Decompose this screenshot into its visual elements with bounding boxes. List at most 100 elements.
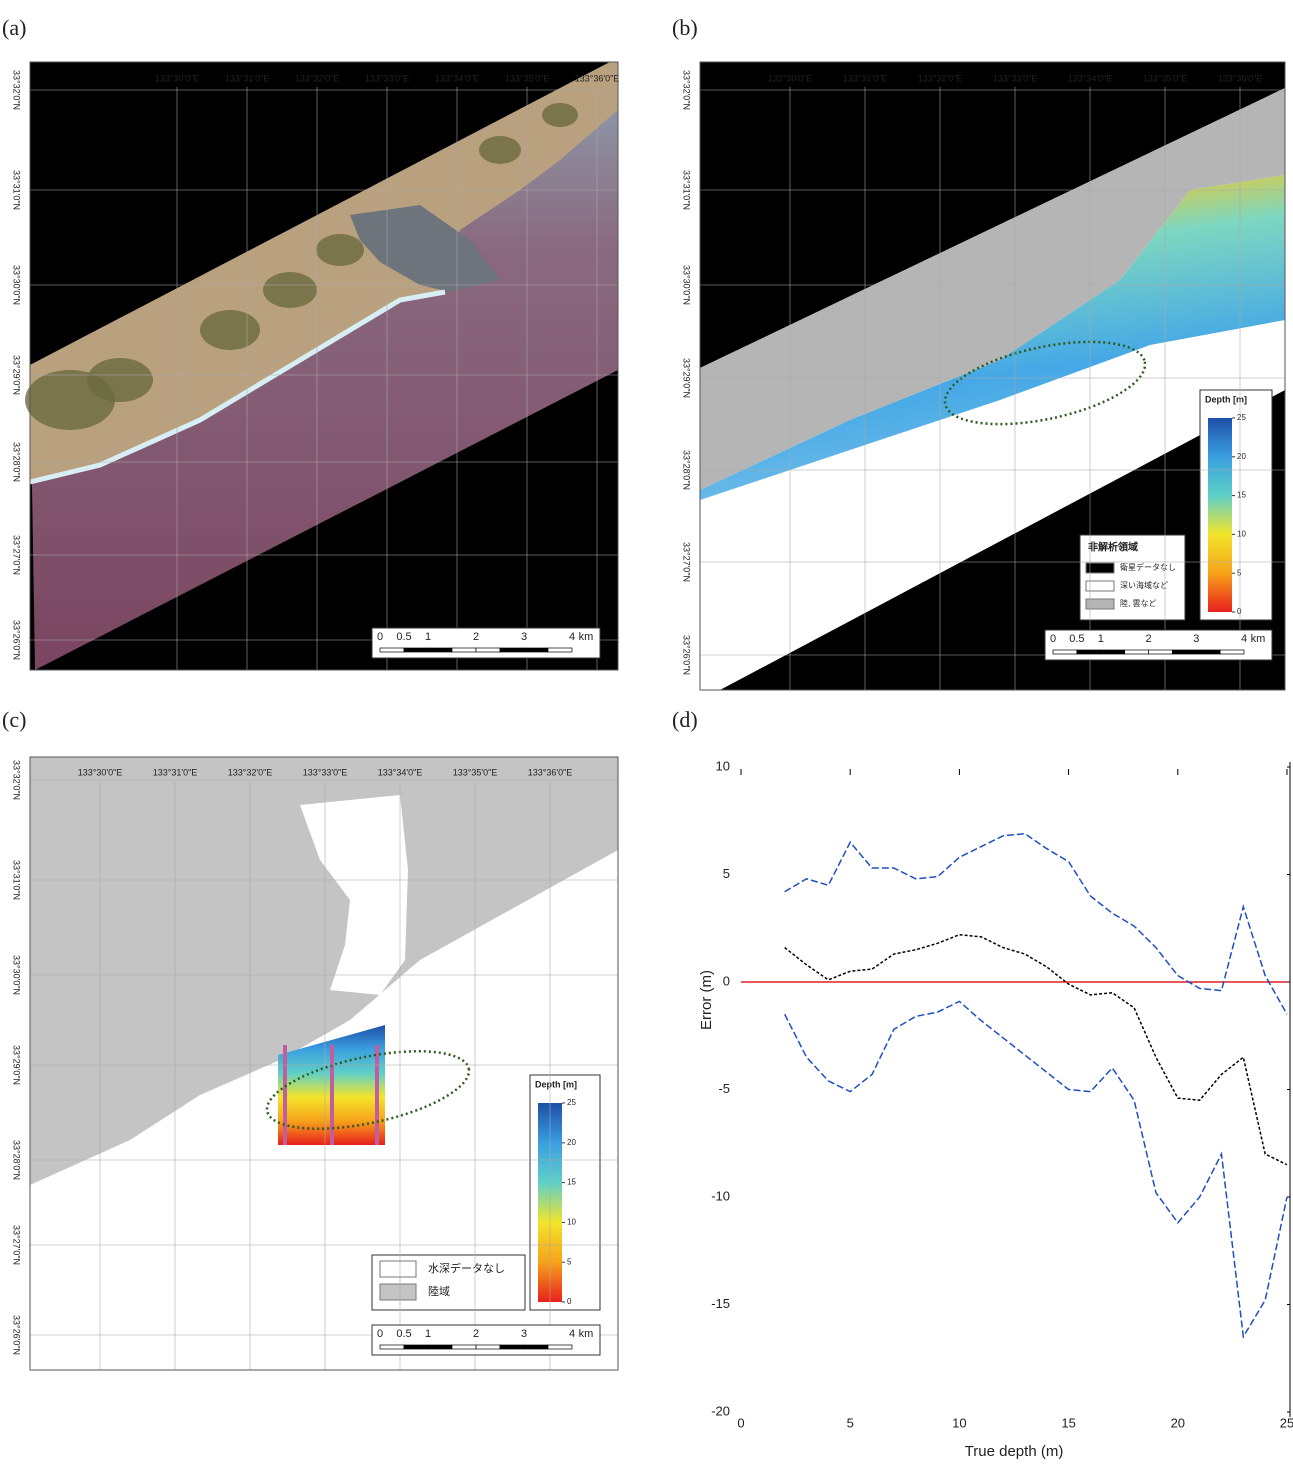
scale-bar-label: 3	[521, 631, 527, 643]
scale-bar-label: 1	[425, 1328, 431, 1340]
lat-label: 33°31'0"N	[12, 860, 22, 900]
scale-bar-segment	[476, 648, 500, 652]
lat-label: 33°27'0"N	[12, 535, 22, 575]
lat-label: 33°26'0"N	[682, 635, 692, 675]
lon-label: 133°36'0"E	[1218, 73, 1263, 83]
depth-tick-label: 15	[567, 1178, 576, 1187]
forest	[200, 310, 260, 350]
lon-label: 133°35'0"E	[1143, 73, 1188, 83]
depth-legend-title: Depth [m]	[1205, 394, 1247, 404]
scale-bar-label: 2	[473, 1328, 479, 1340]
lon-label: 133°31'0"E	[843, 73, 888, 83]
scale-bar-label: 3	[1193, 633, 1199, 645]
x-axis-title: True depth (m)	[965, 1443, 1064, 1460]
scale-bar-label: 0	[377, 631, 383, 643]
lon-label: 133°32'0"E	[228, 767, 273, 777]
x-tick-label: 25	[1280, 1415, 1293, 1430]
depth-tick-label: 20	[1237, 452, 1246, 461]
lon-label: 133°33'0"E	[365, 73, 410, 83]
scale-bar-segment	[524, 648, 548, 652]
panel-label: (d)	[672, 707, 698, 732]
scale-bar-segment	[500, 1345, 524, 1349]
y-tick-label: 5	[723, 866, 730, 881]
y-tick-label: -20	[711, 1403, 730, 1418]
scale-bar-label: km	[1251, 633, 1266, 645]
mask-legend-item: 衛星データなし	[1120, 562, 1176, 572]
x-tick-label: 10	[952, 1415, 966, 1430]
scale-bar-label: 4	[569, 1328, 575, 1340]
scale-bar-segment	[1053, 650, 1077, 654]
scale-bar-segment	[548, 648, 572, 652]
scale-bar-segment	[1196, 650, 1220, 654]
scale-bar-segment	[1149, 650, 1173, 654]
depth-tick-label: 0	[567, 1297, 572, 1306]
scale-bar-label: 1	[425, 631, 431, 643]
mask-legend-item: 陸, 雲など	[1120, 598, 1156, 608]
lon-label: 133°30'0"E	[768, 73, 813, 83]
scale-bar-segment	[1125, 650, 1149, 654]
lat-label: 33°31'0"N	[682, 170, 692, 210]
depth-legend-title: Depth [m]	[535, 1079, 577, 1089]
panel-label: (b)	[672, 15, 698, 40]
series-line	[785, 935, 1287, 1165]
x-tick-label: 20	[1171, 1415, 1185, 1430]
panel-label: (c)	[2, 707, 26, 732]
y-tick-label: -15	[711, 1296, 730, 1311]
scale-bar-segment	[428, 1345, 452, 1349]
lon-label: 133°34'0"E	[435, 73, 480, 83]
lat-label: 33°30'0"N	[682, 265, 692, 305]
y-tick-label: -10	[711, 1188, 730, 1203]
lon-label: 133°34'0"E	[1068, 73, 1113, 83]
lon-label: 133°32'0"E	[295, 73, 340, 83]
lon-label: 133°32'0"E	[918, 73, 963, 83]
mask-legend-item: 深い海域など	[1120, 580, 1168, 590]
scale-bar-segment	[500, 648, 524, 652]
lat-label: 33°29'0"N	[12, 355, 22, 395]
lon-label: 133°31'0"E	[225, 73, 270, 83]
scale-bar-label: 3	[521, 1328, 527, 1340]
scale-bar-segment	[548, 1345, 572, 1349]
mask-legend-title: 非解析領域	[1088, 541, 1138, 554]
depth-tick-label: 25	[567, 1098, 576, 1107]
y-tick-label: -5	[718, 1081, 730, 1096]
lon-label: 133°35'0"E	[453, 767, 498, 777]
scale-bar-label: 0	[1050, 633, 1056, 645]
lat-label: 33°26'0"N	[12, 1315, 22, 1355]
scale-bar-segment	[476, 1345, 500, 1349]
legend-item: 水深データなし	[428, 1261, 505, 1275]
lat-label: 33°28'0"N	[12, 1140, 22, 1180]
scale-bar-label: 0	[377, 1328, 383, 1340]
depth-tick-label: 0	[1237, 607, 1242, 616]
lat-label: 33°29'0"N	[682, 358, 692, 398]
scale-bar-label: 0.5	[396, 631, 411, 643]
scale-bar-label: 2	[473, 631, 479, 643]
figure: (a) 133°30'0"E 133°31'0"E 133°32'0"E 133°33'…	[0, 0, 1293, 1472]
lon-label: 133°33'0"E	[993, 73, 1038, 83]
lat-label: 33°29'0"N	[12, 1045, 22, 1085]
legend-swatch	[380, 1284, 416, 1300]
forest	[479, 136, 521, 164]
series-line	[785, 834, 1287, 1015]
lat-label: 33°31'0"N	[12, 170, 22, 210]
forest	[316, 234, 364, 266]
lon-label: 133°31'0"E	[153, 767, 198, 777]
y-tick-label: 10	[716, 758, 730, 773]
depth-tick-label: 15	[1237, 491, 1246, 500]
forest	[87, 358, 153, 402]
scale-bar-label: 4	[569, 631, 575, 643]
scale-bar-segment	[404, 648, 428, 652]
depth-tick-label: 20	[567, 1138, 576, 1147]
lat-label: 33°30'0"N	[12, 955, 22, 995]
page: {"maps": [ {"label": "(a)", "lon_labels"…	[0, 0, 1293, 1472]
scale-bar-segment	[404, 1345, 428, 1349]
lon-label: 133°35'0"E	[505, 73, 550, 83]
depth-tick-label: 10	[1237, 530, 1246, 539]
panel-label: (a)	[2, 15, 26, 40]
forest	[542, 103, 578, 127]
scale-bar-segment	[1220, 650, 1244, 654]
lat-label: 33°26'0"N	[12, 620, 22, 660]
legend-item: 陸域	[428, 1285, 450, 1298]
scale-bar-label: 1	[1098, 633, 1104, 645]
lon-label: 133°30'0"E	[155, 73, 200, 83]
lat-label: 33°27'0"N	[12, 1225, 22, 1265]
